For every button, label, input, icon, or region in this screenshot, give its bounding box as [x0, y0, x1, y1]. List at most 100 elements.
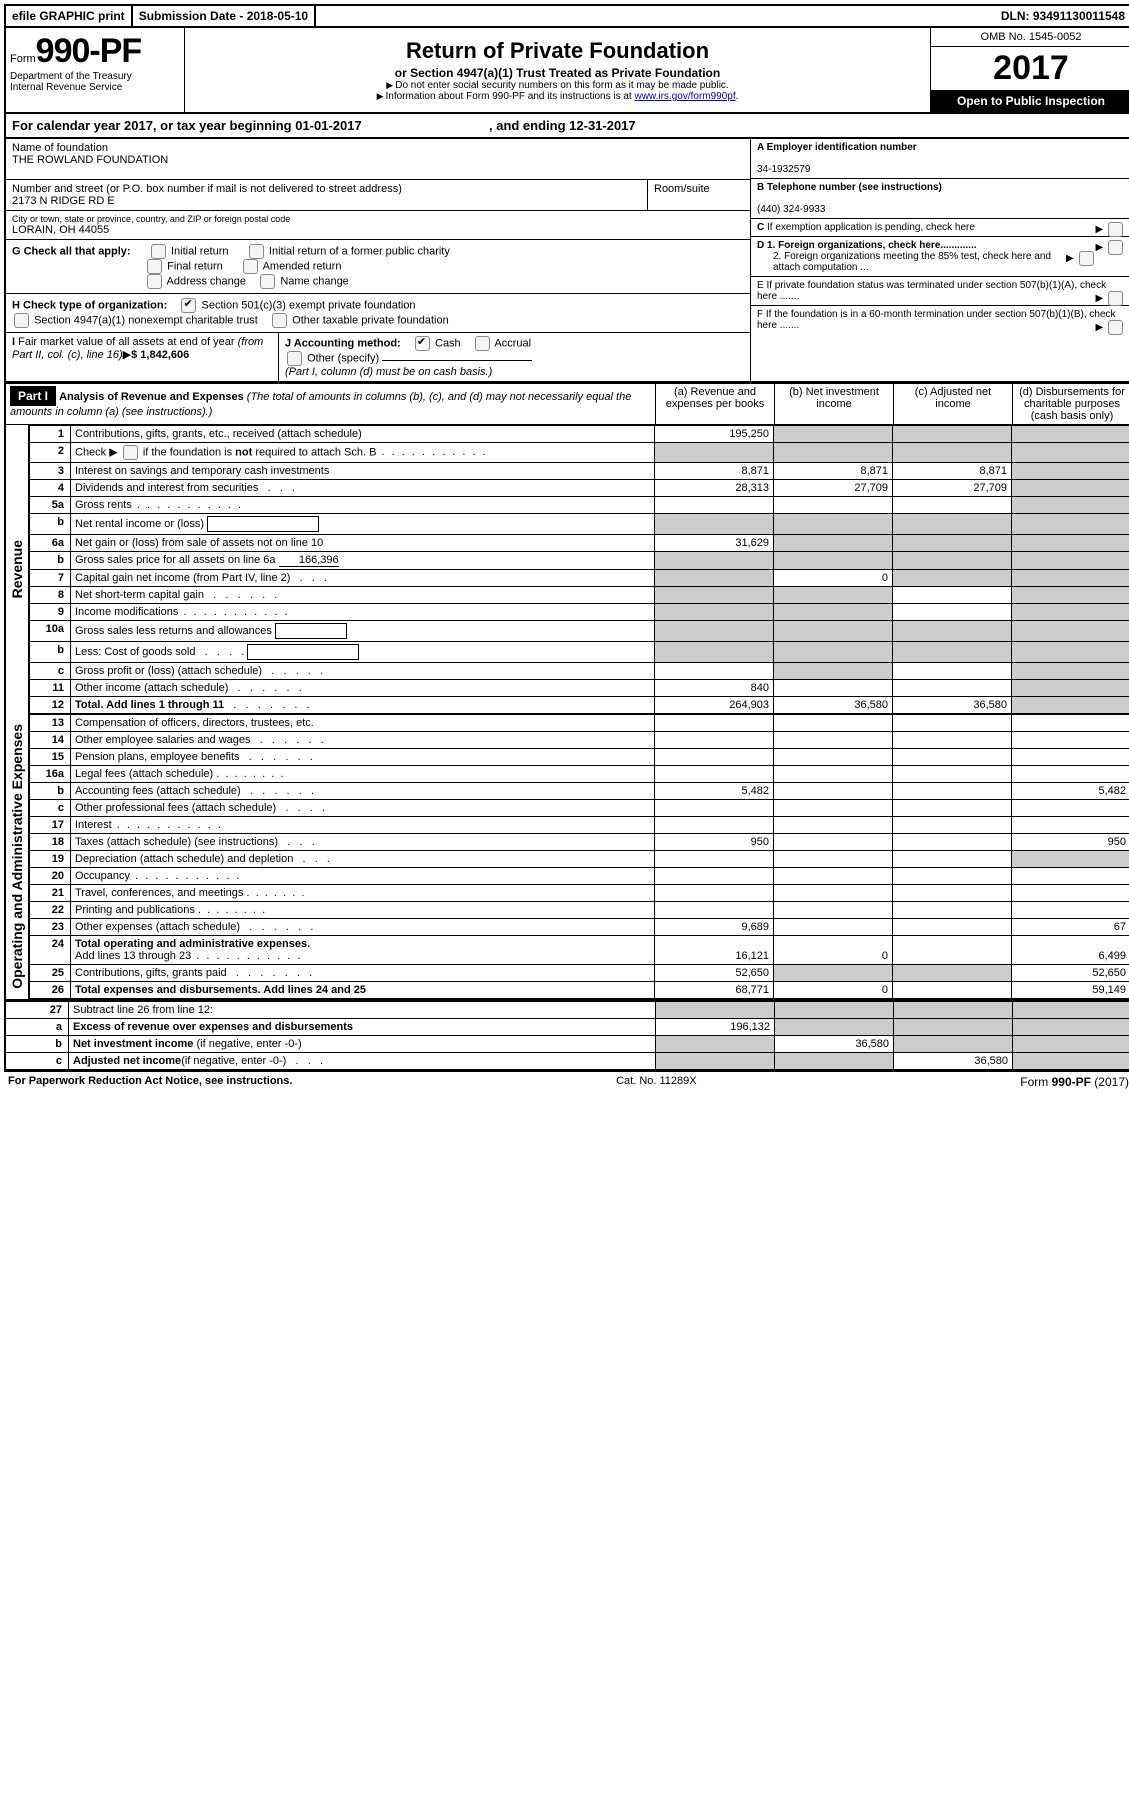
line-5b: bNet rental income or (loss): [30, 514, 1129, 535]
part1-header-table: Part I Analysis of Revenue and Expenses …: [4, 383, 1129, 425]
line-12: 12Total. Add lines 1 through 11 . . . . …: [30, 697, 1129, 714]
checkbox-501c3[interactable]: [181, 298, 196, 313]
col-b-header: (b) Net investment income: [775, 384, 894, 425]
checkbox-initial-return[interactable]: [151, 244, 166, 259]
line-4: 4Dividends and interest from securities …: [30, 480, 1129, 497]
a-label: A Employer identification number: [757, 142, 917, 153]
e-label: E If private foundation status was termi…: [757, 280, 1106, 302]
foundation-name: THE ROWLAND FOUNDATION: [12, 154, 744, 166]
info-grid: Name of foundation THE ROWLAND FOUNDATIO…: [4, 139, 1129, 383]
line-17: 17Interest: [30, 817, 1129, 834]
open-public: Open to Public Inspection: [931, 90, 1129, 112]
line-10c: cGross profit or (loss) (attach schedule…: [30, 663, 1129, 680]
header-left: Form990-PF Department of the Treasury In…: [6, 28, 185, 112]
checkbox-final-return[interactable]: [147, 259, 162, 274]
checkbox-f[interactable]: [1108, 320, 1123, 335]
dept-treasury: Department of the Treasury: [10, 71, 180, 82]
line-6b: bGross sales price for all assets on lin…: [30, 552, 1129, 570]
expenses-vert-label: Operating and Administrative Expenses: [7, 714, 27, 999]
line-16a: 16aLegal fees (attach schedule) . . . . …: [30, 766, 1129, 783]
line-23: 23Other expenses (attach schedule) . . .…: [30, 919, 1129, 936]
line-27: 27Subtract line 26 from line 12:: [5, 1002, 1129, 1019]
line-9: 9Income modifications: [30, 604, 1129, 621]
form-title: Return of Private Foundation: [189, 38, 926, 64]
line-3: 3Interest on savings and temporary cash …: [30, 463, 1129, 480]
line-10b: bLess: Cost of goods sold . . . .: [30, 642, 1129, 663]
room-label: Room/suite: [654, 183, 744, 195]
line-27c: cAdjusted net income(if negative, enter …: [5, 1053, 1129, 1070]
ein-value: 34-1932579: [757, 164, 810, 175]
dln: DLN: 93491130011548: [995, 6, 1129, 26]
revenue-vert-label: Revenue: [7, 530, 27, 608]
line-6a: 6aNet gain or (loss) from sale of assets…: [30, 535, 1129, 552]
checkbox-4947a1[interactable]: [14, 313, 29, 328]
line-24: 24Total operating and administrative exp…: [30, 936, 1129, 965]
name-label: Name of foundation: [12, 142, 744, 154]
tax-year: 2017: [931, 47, 1129, 90]
checkbox-accrual[interactable]: [475, 336, 490, 351]
city-label: City or town, state or province, country…: [12, 214, 744, 224]
checkbox-other-taxable[interactable]: [272, 313, 287, 328]
addr-label: Number and street (or P.O. box number if…: [12, 183, 641, 195]
line-22: 22Printing and publications . . . . . . …: [30, 902, 1129, 919]
part1-title: Analysis of Revenue and Expenses: [59, 391, 244, 403]
line-13: 13Compensation of officers, directors, t…: [30, 715, 1129, 732]
omb-number: OMB No. 1545-0052: [931, 28, 1129, 47]
line-10a: 10aGross sales less returns and allowanc…: [30, 621, 1129, 642]
footer-right: Form 990-PF (2017): [1020, 1075, 1129, 1089]
line-8: 8Net short-term capital gain . . . . . .: [30, 587, 1129, 604]
line-5a: 5aGross rents: [30, 497, 1129, 514]
cal-year-b: , and ending 12-31-2017: [489, 118, 636, 133]
irs-link[interactable]: www.irs.gov/form990pf: [634, 91, 735, 102]
city-state-zip: LORAIN, OH 44055: [12, 224, 744, 236]
col-d-header: (d) Disbursements for charitable purpose…: [1013, 384, 1129, 425]
checkbox-d1[interactable]: [1108, 240, 1123, 255]
efile-label: efile GRAPHIC print: [6, 6, 133, 26]
section-h: H Check type of organization: Section 50…: [6, 294, 750, 333]
checkbox-other-method[interactable]: [287, 351, 302, 366]
checkbox-d2[interactable]: [1079, 251, 1094, 266]
footer-mid: Cat. No. 11289X: [616, 1075, 697, 1089]
checkbox-initial-former[interactable]: [249, 244, 264, 259]
expenses-section: Operating and Administrative Expenses 13…: [4, 714, 1129, 1001]
c-label: If exemption application is pending, che…: [767, 222, 975, 233]
col-a-header: (a) Revenue and expenses per books: [656, 384, 775, 425]
line-2: 2Check ▶ if the foundation is not requir…: [30, 443, 1129, 463]
checkbox-amended[interactable]: [243, 259, 258, 274]
checkbox-e[interactable]: [1108, 291, 1123, 306]
note-ssn: Do not enter social security numbers on …: [189, 80, 926, 91]
j-note: (Part I, column (d) must be on cash basi…: [285, 366, 492, 378]
page-footer: For Paperwork Reduction Act Notice, see …: [4, 1070, 1129, 1092]
checkbox-c[interactable]: [1108, 222, 1123, 237]
line-16b: bAccounting fees (attach schedule) . . .…: [30, 783, 1129, 800]
form-subtitle: or Section 4947(a)(1) Trust Treated as P…: [189, 66, 926, 80]
phone-value: (440) 324-9933: [757, 204, 825, 215]
checkbox-name-change[interactable]: [260, 274, 275, 289]
irs-label: Internal Revenue Service: [10, 82, 180, 93]
line-25: 25Contributions, gifts, grants paid . . …: [30, 965, 1129, 982]
street-address: 2173 N RIDGE RD E: [12, 195, 641, 207]
checkbox-cash[interactable]: [415, 336, 430, 351]
cal-year-a: For calendar year 2017, or tax year begi…: [12, 118, 362, 133]
info-right: A Employer identification number 34-1932…: [750, 139, 1129, 381]
line-15: 15Pension plans, employee benefits . . .…: [30, 749, 1129, 766]
d1-label: D 1. Foreign organizations, check here..…: [757, 240, 977, 251]
line-21: 21Travel, conferences, and meetings . . …: [30, 885, 1129, 902]
header-mid: Return of Private Foundation or Section …: [185, 28, 930, 112]
col-c-header: (c) Adjusted net income: [894, 384, 1013, 425]
line-7: 7Capital gain net income (from Part IV, …: [30, 570, 1129, 587]
line-11: 11Other income (attach schedule) . . . .…: [30, 680, 1129, 697]
fmv-value: $ 1,842,606: [131, 349, 189, 361]
line-14: 14Other employee salaries and wages . . …: [30, 732, 1129, 749]
line-1: 1Contributions, gifts, grants, etc., rec…: [30, 426, 1129, 443]
note-info-prefix: Information about Form 990-PF and its in…: [377, 91, 635, 102]
line-27a: aExcess of revenue over expenses and dis…: [5, 1019, 1129, 1036]
checkbox-schB[interactable]: [123, 445, 138, 460]
d2-label: 2. Foreign organizations meeting the 85%…: [757, 251, 1053, 273]
line-16c: cOther professional fees (attach schedul…: [30, 800, 1129, 817]
checkbox-address-change[interactable]: [147, 274, 162, 289]
revenue-section: Revenue 1Contributions, gifts, grants, e…: [4, 425, 1129, 714]
info-left: Name of foundation THE ROWLAND FOUNDATIO…: [6, 139, 750, 381]
f-label: F If the foundation is in a 60-month ter…: [757, 309, 1116, 331]
footer-left: For Paperwork Reduction Act Notice, see …: [8, 1075, 292, 1089]
